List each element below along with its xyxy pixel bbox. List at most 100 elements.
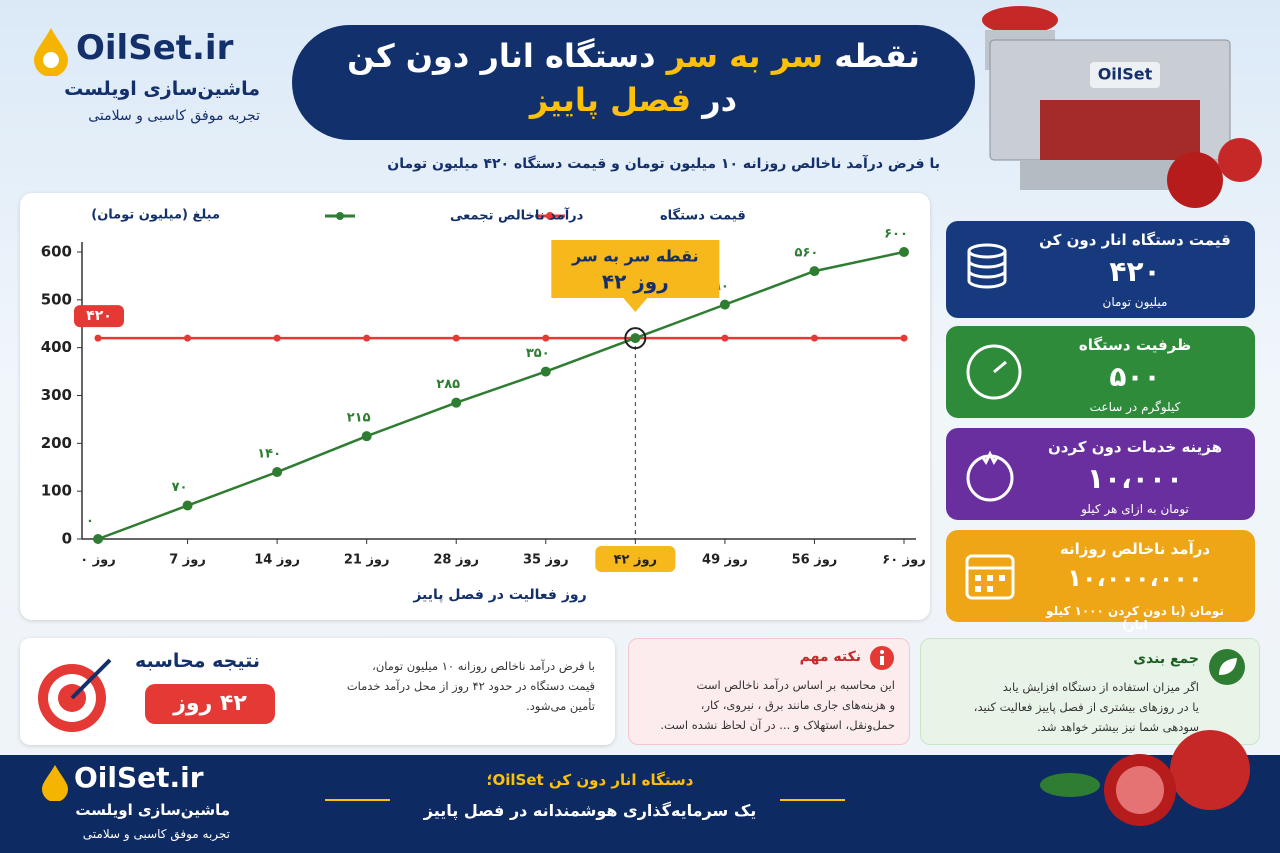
title-part: نقطه [823,37,920,75]
y-tick-label: 400 [41,338,72,356]
result-text: با فرض درآمد ناخالص روزانه ۱۰ میلیون توم… [295,656,595,716]
y-tick-label: 500 [41,290,72,308]
logo-brand: OilSet.ir [76,28,234,68]
data-point [94,334,102,342]
result-panel: نتیجه محاسبه ۴۲ روز با فرض درآمد ناخالص … [20,638,615,745]
text-line: تأمین می‌شود. [526,699,595,713]
value-label: ۲۸۵ [436,377,460,392]
footer-drop [42,765,68,801]
text-line: قیمت دستگاه در حدود ۴۲ روز از محل درآمد … [346,679,595,693]
x-tick-label: روز ۶۰ [882,553,925,568]
legend-label: درآمد ناخالص تجمعی [450,207,584,224]
data-point [182,500,193,511]
logo-name: ماشین‌سازی اویلست [64,78,260,100]
pomegranate-icon [966,450,1014,502]
value-label: ۳۵۰ [526,346,550,361]
title-part: در [691,81,738,119]
text-line: سودهی شما نیز بیشتر خواهد شد. [1037,720,1199,734]
summary-panel: جمع بندی اگر میزان استفاده از دستگاه افز… [920,638,1260,745]
card-value: ۱۰،۰۰۰ [1086,462,1184,495]
value-label: ۴۲۰ [86,308,112,324]
x-tick-label: روز 28 [433,553,479,568]
machine-logo: OilSet [1098,65,1153,84]
text-line: حمل‌ونقل، استهلاک و ... در آن لحاظ نشده … [660,718,895,732]
footer-line2: یک سرمایه‌گذاری هوشمندانه در فصل پاییز [423,801,757,820]
data-point [630,333,641,344]
x-tick-label: روز 56 [792,553,838,568]
gauge-icon [966,344,1022,400]
y-tick-label: 200 [41,434,72,452]
y-axis-title: مبلغ (میلیون تومان) [91,208,220,223]
value-label: ۷۰ [172,480,188,495]
title-highlight: سر به سر [666,37,824,75]
text-line: یا در روزهای بیشتری از فصل پاییز فعالیت … [973,700,1199,714]
summary-text: اگر میزان استفاده از دستگاه افزایش یابد ی… [919,677,1199,737]
result-value: ۴۲ روز [145,684,275,724]
legend-label: قیمت دستگاه [660,208,746,224]
data-point [452,334,460,342]
data-point [184,334,192,342]
header: نقطه سر به سر دستگاه انار دون کن در فصل … [292,25,975,140]
breakeven-marker [624,327,647,350]
x-tick-label: روز 21 [344,553,390,568]
card-unit: تومان به ازای هر کیلو [1081,502,1189,516]
machine-illustration: OilSet [982,6,1262,208]
data-point [899,247,909,257]
chart: مبلغ (میلیون تومان) روز فعالیت در فصل پا… [41,207,926,604]
card-unit: کیلوگرم در ساعت [1089,400,1181,414]
footer-rule [780,799,845,801]
footer-rule [325,799,390,801]
logo-drop [34,28,68,76]
data-point [900,334,908,342]
data-point [809,266,820,277]
text-line: این محاسبه بر اساس درآمد ناخالص است [696,678,895,692]
x-tick-label: روز 49 [702,553,748,568]
card: قیمت دستگاه انار دون کن ۴۲۰ میلیون تومان [946,221,1255,318]
x-label-highlight [595,546,676,572]
legend-swatch [336,212,344,220]
footer-brand: OilSet.ir [74,761,204,794]
value-label: ۲۱۵ [347,411,371,426]
text-line: اگر میزان استفاده از دستگاه افزایش یابد [1002,680,1199,694]
x-tick-label: روز ۰ [80,553,116,568]
data-point [451,397,462,408]
data-point [721,334,729,342]
note-panel: نکته مهم این محاسبه بر اساس درآمد ناخالص… [628,638,910,745]
card-value: ۴۲۰ [1109,255,1161,288]
title-highlight: فصل پاییز [529,81,692,119]
card: درآمد ناخالص روزانه ۱۰،۰۰۰،۰۰۰ تومان (با د… [946,530,1255,632]
y-tick-label: 0 [62,530,72,548]
card-title: هزینه خدمات دون کردن [1047,438,1223,456]
series-line [97,250,905,541]
y-tick-label: 600 [41,243,72,261]
callout [551,240,720,312]
data-point [361,431,372,442]
value-label: ۱۴۰ [257,447,281,462]
card: ظرفیت دستگاه ۵۰۰ کیلوگرم در ساعت [946,326,1255,418]
value-label: ۶۰۰ [884,227,908,242]
value-label: ۰ [86,514,94,529]
summary-title: جمع بندی [1133,651,1199,667]
y-tick-label: 100 [41,482,72,500]
footer-tagline: تجربه موفق کاسبی و سلامتی [82,827,230,841]
callout-title: نقطه سر به سر [571,247,699,266]
value-label-box [74,305,124,328]
text-line: و هزینه‌های جاری مانند برق ، نیروی، کار، [700,698,895,712]
logo-tagline: تجربه موفق کاسبی و سلامتی [88,108,260,124]
x-tick-label: روز 14 [254,553,300,568]
data-point [540,366,551,377]
note-text: این محاسبه بر اساس درآمد ناخالص است و هزی… [635,675,895,735]
data-point [272,467,283,478]
callout-label: روز ۴۲ [602,270,669,294]
data-point [542,334,550,342]
coins-icon [967,243,1007,289]
result-title: نتیجه محاسبه [134,650,260,672]
data-point [810,334,818,342]
text-line: با فرض درآمد ناخالص روزانه ۱۰ میلیون توم… [372,659,595,673]
calendar-icon [965,554,1015,600]
footer-name: ماشین‌سازی اویلست [75,801,230,819]
chart-panel [20,193,930,620]
card-title: قیمت دستگاه انار دون کن [1039,231,1231,249]
subtitle: با فرض درآمد ناخالص روزانه ۱۰ میلیون توم… [387,156,940,172]
